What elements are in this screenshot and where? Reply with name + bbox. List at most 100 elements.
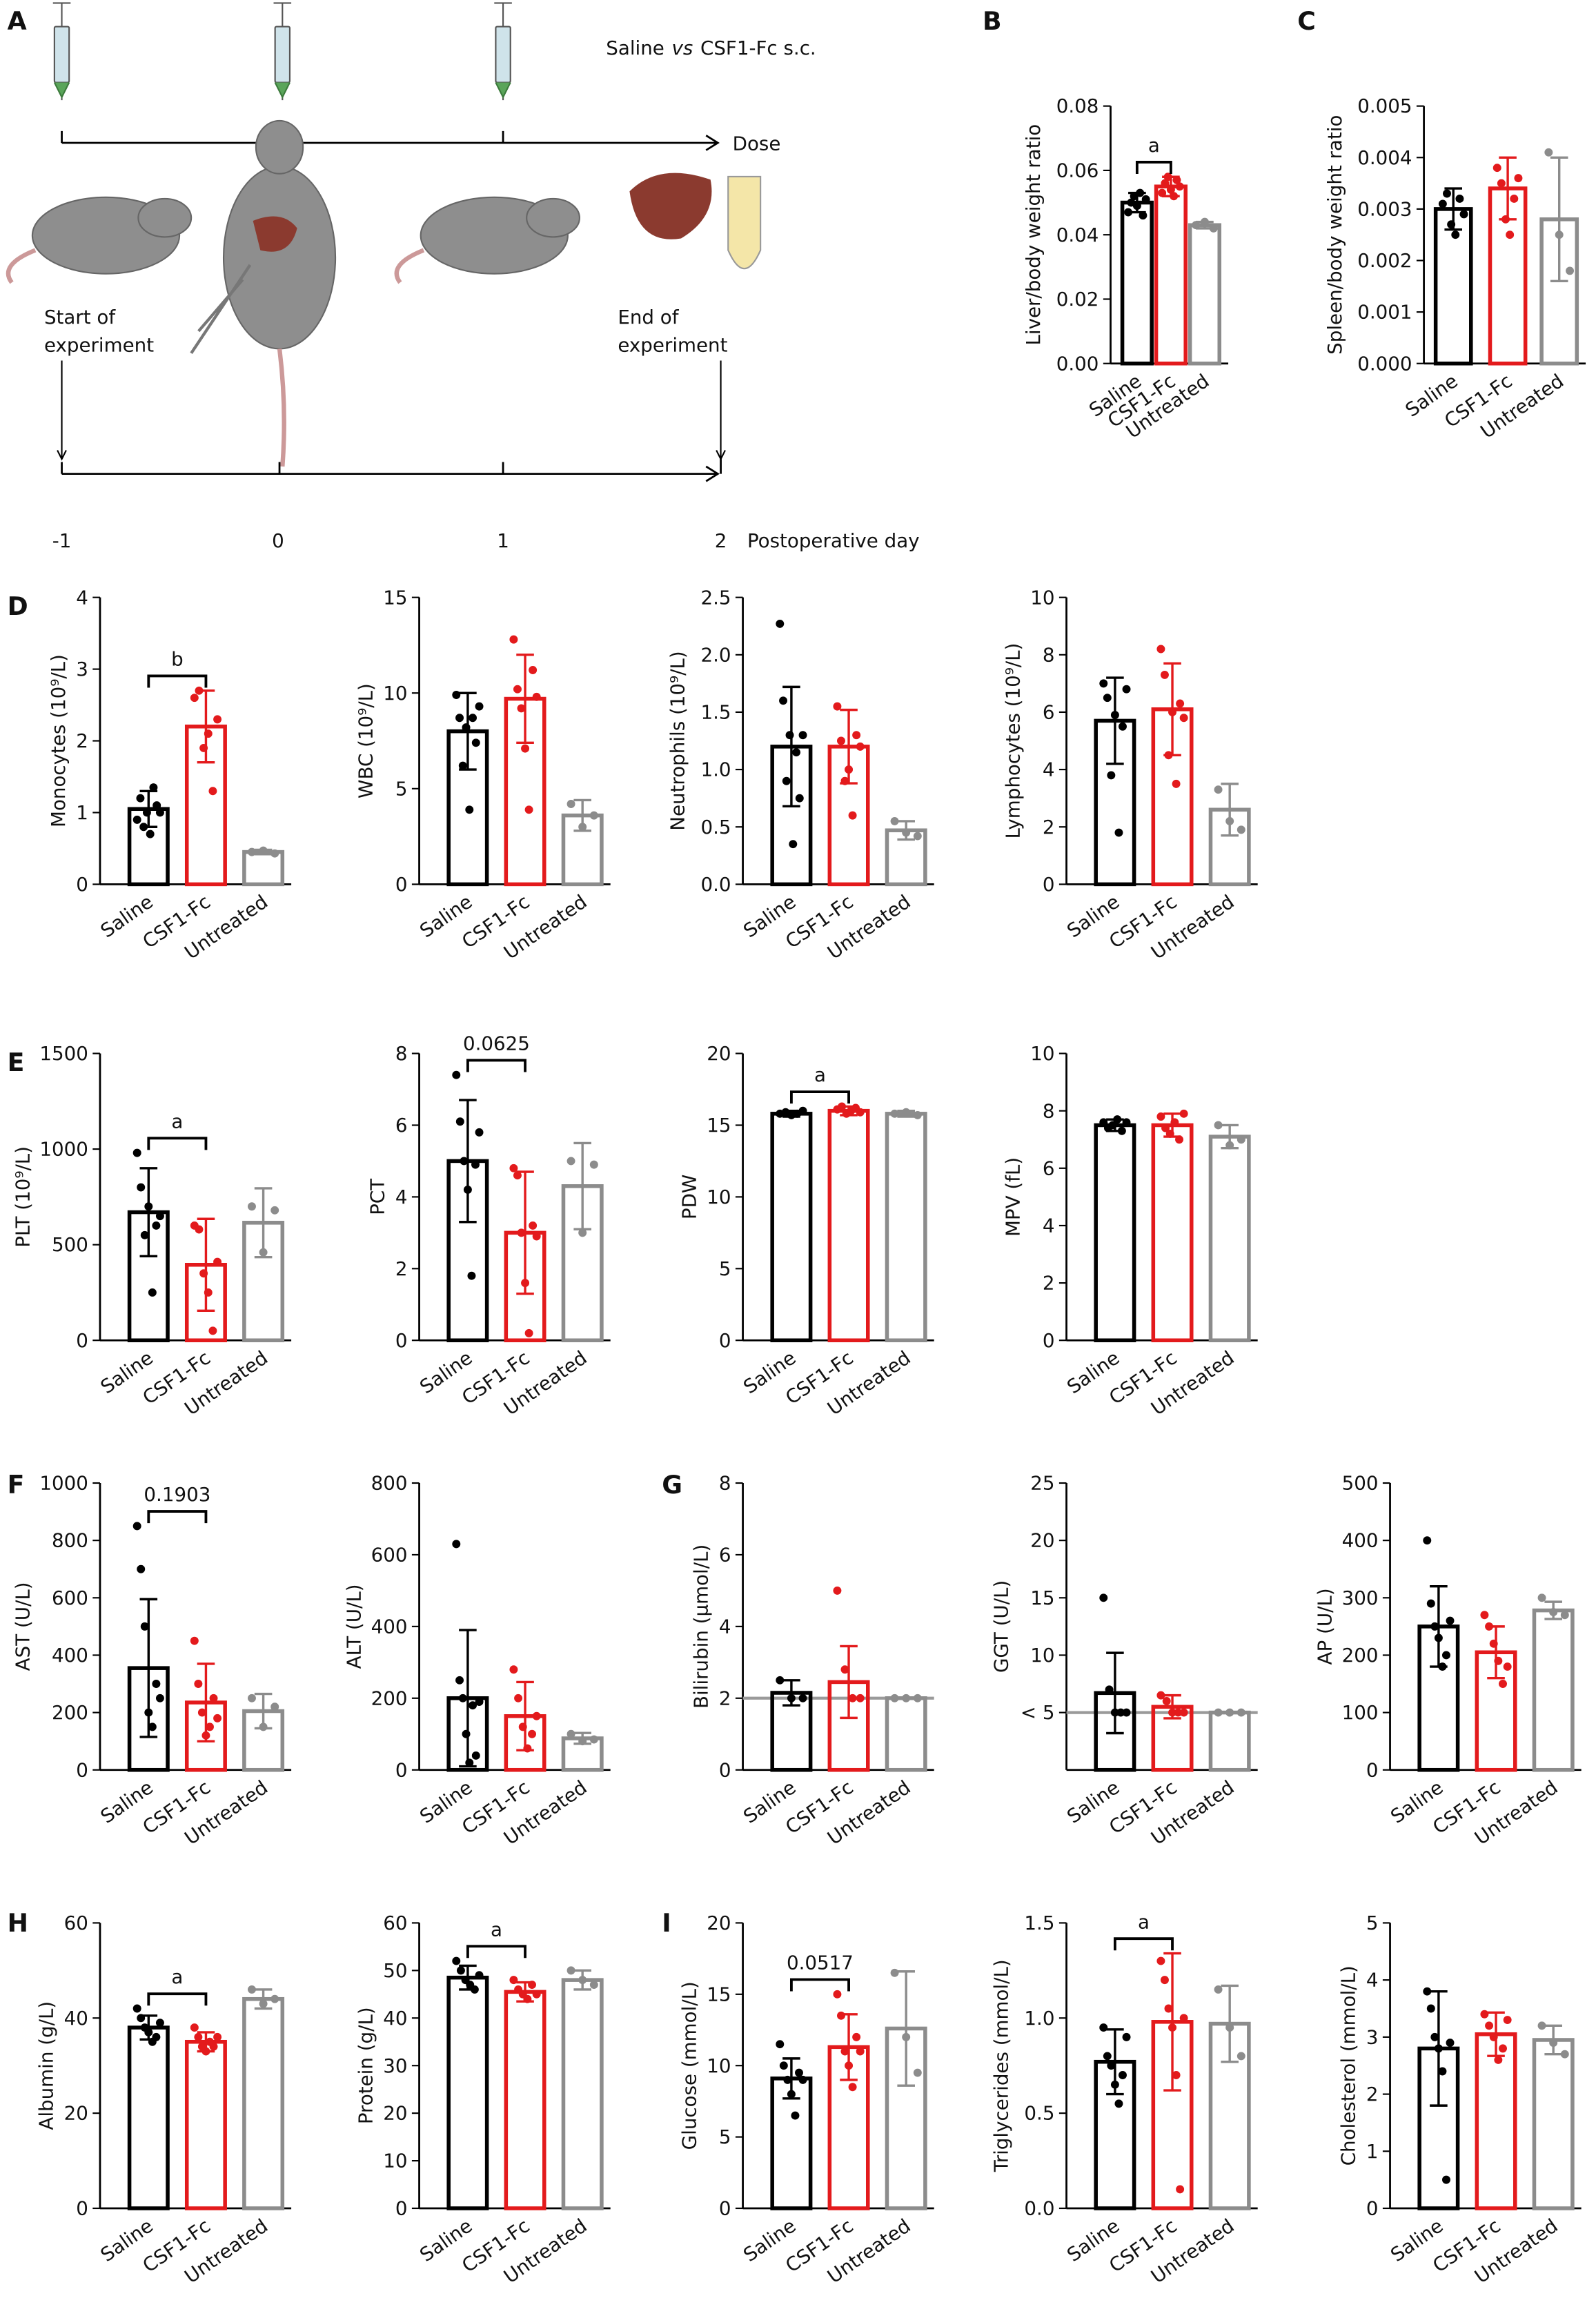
data-point: [523, 1744, 532, 1753]
data-point: [452, 1070, 461, 1079]
error-bar: [840, 1645, 858, 1720]
data-point: [517, 704, 526, 713]
y-tick-label: 4: [1043, 758, 1055, 781]
y-tick-label: 6: [395, 1114, 408, 1137]
data-point: [792, 748, 801, 757]
data-point: [578, 1228, 587, 1237]
data-point: [155, 1212, 164, 1221]
data-point: [270, 849, 279, 858]
data-point: [1170, 192, 1179, 201]
data-point: [465, 805, 474, 814]
data-point: [1430, 1622, 1439, 1631]
data-point: [578, 823, 587, 832]
data-point: [1566, 266, 1575, 275]
bar: [1208, 1710, 1251, 1772]
y-axis-label: WBC (10⁹/L): [354, 683, 377, 798]
data-point: [567, 1729, 575, 1738]
bar: [827, 1108, 870, 1343]
y-tick-label: 20: [707, 1042, 731, 1065]
y-tick-label: 0: [719, 2197, 731, 2220]
data-point: [1141, 195, 1150, 204]
y-tick-label: 10: [1030, 1644, 1054, 1667]
y-tick-label: 15: [1030, 1587, 1054, 1609]
y-tick-label: 2: [76, 729, 88, 752]
y-tick-label: 6: [1043, 701, 1055, 724]
bar: [1208, 1135, 1251, 1343]
treatment-label: Saline vs CSF1-Fc s.c.: [606, 37, 816, 59]
day-timeline: [61, 459, 722, 482]
bar: [1154, 184, 1188, 366]
y-tick-label: 2.0: [700, 643, 731, 666]
data-point: [836, 736, 845, 745]
y-tick-label: 500: [52, 1233, 88, 1256]
data-point: [190, 2023, 199, 2032]
data-point: [845, 765, 854, 774]
y-tick-label: 6: [1043, 1157, 1055, 1179]
data-point: [782, 776, 791, 785]
y-tick-label: 5: [1366, 1912, 1379, 1934]
bar: [561, 1978, 604, 2210]
data-point: [1549, 1608, 1558, 1617]
data-point: [471, 1160, 480, 1169]
data-point: [589, 1735, 598, 1744]
data-point: [152, 801, 161, 810]
data-point: [152, 1680, 161, 1688]
data-point: [838, 1102, 847, 1111]
data-point: [1170, 1118, 1179, 1127]
liver: [629, 173, 712, 239]
data-point: [247, 847, 256, 856]
data-point: [1237, 1135, 1245, 1144]
data-point: [452, 691, 461, 699]
data-point: [462, 1729, 471, 1738]
data-point: [1430, 2032, 1439, 2041]
data-point: [1110, 711, 1119, 720]
data-point: [1107, 771, 1116, 780]
data-point: [913, 1110, 922, 1119]
y-tick-label: 0.04: [1056, 224, 1099, 246]
data-point: [567, 800, 575, 808]
data-point: [204, 729, 213, 738]
data-point: [509, 1164, 518, 1172]
bar: [885, 1696, 927, 1772]
data-point: [1119, 2071, 1127, 2079]
data-point: [458, 1694, 467, 1702]
data-point: [1156, 645, 1165, 654]
data-point: [1537, 2021, 1546, 2030]
data-point: [1237, 825, 1245, 834]
y-tick-label: 400: [52, 1644, 88, 1667]
y-tick-label: 0: [395, 1758, 408, 1781]
bar: [1120, 200, 1154, 366]
data-point: [475, 1128, 484, 1137]
data-point: [833, 1990, 842, 1999]
data-point: [1549, 2039, 1558, 2048]
data-point: [144, 1202, 153, 1211]
y-tick-label: 1000: [39, 1472, 88, 1495]
y-tick-label: 30: [383, 2054, 407, 2077]
y-tick-label: 1.0: [700, 758, 731, 781]
y-tick-label: 0.02: [1056, 288, 1099, 311]
data-point: [469, 1701, 477, 1710]
data-point: [132, 1522, 141, 1531]
data-point: [1214, 1985, 1223, 1994]
arrows: [57, 360, 726, 461]
data-point: [1107, 2061, 1116, 2070]
data-point: [567, 1966, 575, 1975]
y-tick-label: 0: [719, 1329, 731, 1352]
y-tick-label: 800: [52, 1529, 88, 1552]
y-tick-label: 0.003: [1357, 197, 1412, 220]
significance-label: a: [814, 1063, 826, 1086]
y-axis-label: PCT: [366, 1179, 388, 1215]
y-tick-label: 0.000: [1357, 352, 1412, 375]
tail: [394, 248, 425, 284]
data-point: [532, 1232, 541, 1241]
day-axis-label: Postoperative day: [747, 529, 920, 552]
data-point: [529, 1221, 538, 1230]
